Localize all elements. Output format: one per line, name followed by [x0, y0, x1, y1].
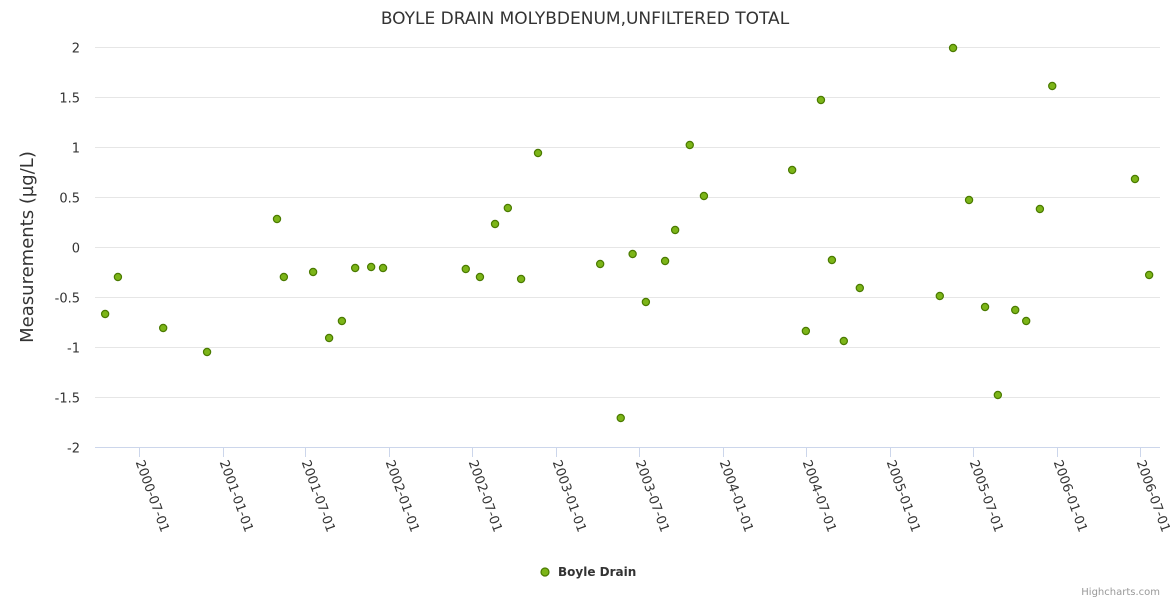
- x-tick-label: 2005-07-01: [966, 458, 1006, 534]
- data-point[interactable]: [839, 336, 849, 346]
- data-point[interactable]: [855, 283, 865, 293]
- x-axis-ticks: 2000-07-01 2001-01-01 2001-07-01 2002-01-01…: [132, 447, 1170, 534]
- x-tick-label: 2001-07-01: [298, 458, 338, 534]
- data-point[interactable]: [1130, 174, 1140, 184]
- data-point[interactable]: [1144, 270, 1154, 280]
- data-point[interactable]: [670, 225, 680, 235]
- grid-lines: [95, 47, 1160, 398]
- data-point[interactable]: [1035, 204, 1045, 214]
- y-tick-label: 1: [72, 142, 80, 157]
- legend-label: Boyle Drain: [558, 565, 636, 579]
- data-point[interactable]: [279, 272, 289, 282]
- x-tick-label: 2003-07-01: [632, 458, 672, 534]
- data-point[interactable]: [100, 309, 110, 319]
- data-point[interactable]: [1048, 81, 1057, 91]
- data-point[interactable]: [993, 390, 1003, 400]
- legend-marker-icon: [540, 567, 550, 577]
- y-tick-label: 2: [72, 42, 80, 57]
- x-tick-label: 2001-01-01: [216, 458, 256, 534]
- data-point[interactable]: [1011, 305, 1020, 315]
- data-point[interactable]: [641, 297, 651, 307]
- data-point[interactable]: [699, 191, 709, 201]
- y-tick-label: -0.5: [55, 292, 80, 307]
- y-axis-ticks: 2 1.5 1 0.5 0 -0.5 -1 -1.5 -2: [55, 42, 80, 457]
- chart-title: BOYLE DRAIN MOLYBDENUM,UNFILTERED TOTAL: [381, 9, 790, 29]
- y-tick-label: 0.5: [59, 192, 80, 207]
- data-point[interactable]: [158, 323, 168, 333]
- data-point[interactable]: [378, 263, 388, 273]
- data-point[interactable]: [337, 316, 347, 326]
- data-point[interactable]: [461, 264, 470, 274]
- data-point[interactable]: [324, 333, 334, 343]
- data-point[interactable]: [980, 302, 990, 312]
- data-point[interactable]: [366, 262, 376, 272]
- x-tick-label: 2000-07-01: [132, 458, 172, 534]
- data-point[interactable]: [202, 347, 212, 357]
- y-tick-label: -2: [67, 442, 80, 457]
- data-point[interactable]: [350, 263, 360, 273]
- data-point[interactable]: [827, 255, 837, 265]
- data-point[interactable]: [308, 267, 318, 277]
- y-tick-label: -1.5: [55, 392, 80, 407]
- data-point[interactable]: [816, 95, 826, 105]
- data-point[interactable]: [628, 249, 637, 259]
- credits-link[interactable]: Highcharts.com: [1081, 587, 1160, 598]
- x-tick-label: 2002-07-01: [465, 458, 505, 534]
- x-tick-label: 2003-01-01: [549, 458, 589, 534]
- x-tick-label: 2002-01-01: [382, 458, 422, 534]
- data-point[interactable]: [113, 272, 123, 282]
- data-point[interactable]: [475, 272, 485, 282]
- data-point[interactable]: [964, 195, 974, 205]
- data-point[interactable]: [685, 140, 694, 150]
- data-point[interactable]: [516, 274, 526, 284]
- x-tick-label: 2004-07-01: [799, 458, 839, 534]
- x-tick-label: 2006-07-01: [1133, 458, 1170, 534]
- x-tick-label: 2005-01-01: [883, 458, 923, 534]
- x-tick-label: 2004-01-01: [716, 458, 756, 534]
- data-point[interactable]: [503, 203, 513, 213]
- legend-item-boyle-drain[interactable]: Boyle Drain: [540, 565, 636, 579]
- y-tick-label: -1: [67, 342, 80, 357]
- data-point[interactable]: [616, 413, 625, 423]
- data-point[interactable]: [595, 259, 605, 269]
- y-tick-label: 0: [72, 242, 80, 257]
- data-point[interactable]: [660, 256, 670, 266]
- data-point[interactable]: [272, 214, 282, 224]
- y-axis-label: Measurements (µg/L): [17, 151, 38, 343]
- data-point[interactable]: [490, 219, 500, 229]
- data-point[interactable]: [1021, 316, 1031, 326]
- data-point[interactable]: [948, 43, 958, 53]
- data-point[interactable]: [935, 291, 944, 301]
- data-point[interactable]: [801, 326, 811, 336]
- data-point[interactable]: [787, 165, 797, 175]
- x-tick-label: 2006-01-01: [1050, 458, 1090, 534]
- data-point[interactable]: [533, 148, 543, 158]
- y-tick-label: 1.5: [59, 92, 80, 107]
- series-boyle-drain: [100, 43, 1154, 423]
